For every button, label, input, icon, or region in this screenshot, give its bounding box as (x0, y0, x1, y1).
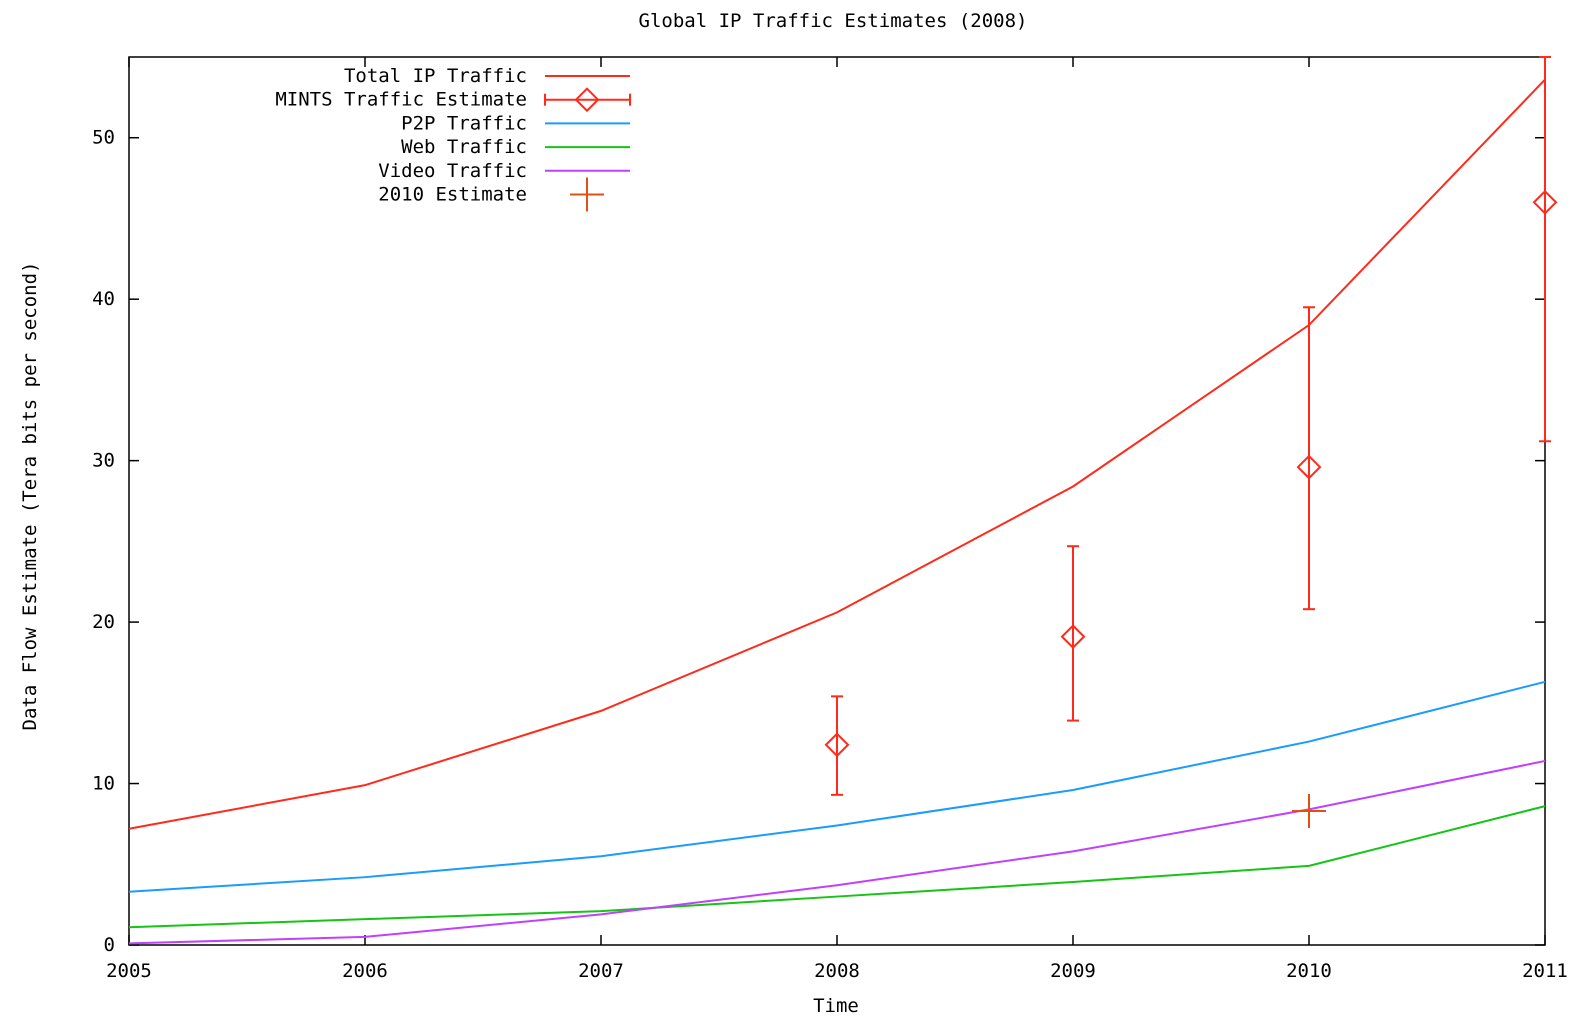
legend-diamond (574, 87, 600, 113)
data-point-diamond (1060, 624, 1086, 650)
data-point-diamond (1532, 189, 1558, 215)
y-tick-label: 0 (104, 934, 115, 956)
x-tick-label: 2006 (342, 960, 388, 982)
x-tick-label: 2011 (1522, 960, 1568, 982)
data-point-diamond (824, 732, 850, 758)
y-tick-label: 30 (92, 450, 115, 472)
x-tick-label: 2009 (1050, 960, 1096, 982)
series-line (128, 805, 1546, 929)
x-tick-label: 2010 (1286, 960, 1332, 982)
x-axis-label: Time (813, 995, 859, 1017)
x-tick-label: 2007 (578, 960, 624, 982)
data-point-diamond (1296, 454, 1322, 480)
y-tick-label: 50 (92, 127, 115, 149)
y-axis-label: Data Flow Estimate (Tera bits per second… (19, 262, 41, 731)
legend-label: Web Traffic (401, 136, 527, 158)
legend-label: MINTS Traffic Estimate (275, 89, 527, 111)
axis-ticks: 2005 2006 2007 2008 2009 2010 2011 0 10 20 30 40 50 (92, 57, 1568, 982)
x-tick-label: 2008 (814, 960, 860, 982)
series-p2p-traffic (128, 680, 1546, 893)
chart-title: Global IP Traffic Estimates (2008) (639, 10, 1028, 32)
legend-label: P2P Traffic (401, 112, 527, 134)
series-line (128, 680, 1546, 893)
legend-label: Total IP Traffic (344, 65, 527, 87)
series-2010-estimate (1292, 793, 1326, 828)
y-tick-label: 40 (92, 288, 115, 310)
series-layer (128, 56, 1558, 945)
series-mints-traffic-estimate (824, 56, 1558, 796)
x-tick-label: 2005 (106, 960, 152, 982)
y-tick-label: 10 (92, 773, 115, 795)
legend-label: Video Traffic (378, 160, 527, 182)
legend-label: 2010 Estimate (378, 184, 527, 206)
plot-frame (128, 56, 1546, 946)
y-tick-label: 20 (92, 611, 115, 633)
series-web-traffic (128, 805, 1546, 929)
